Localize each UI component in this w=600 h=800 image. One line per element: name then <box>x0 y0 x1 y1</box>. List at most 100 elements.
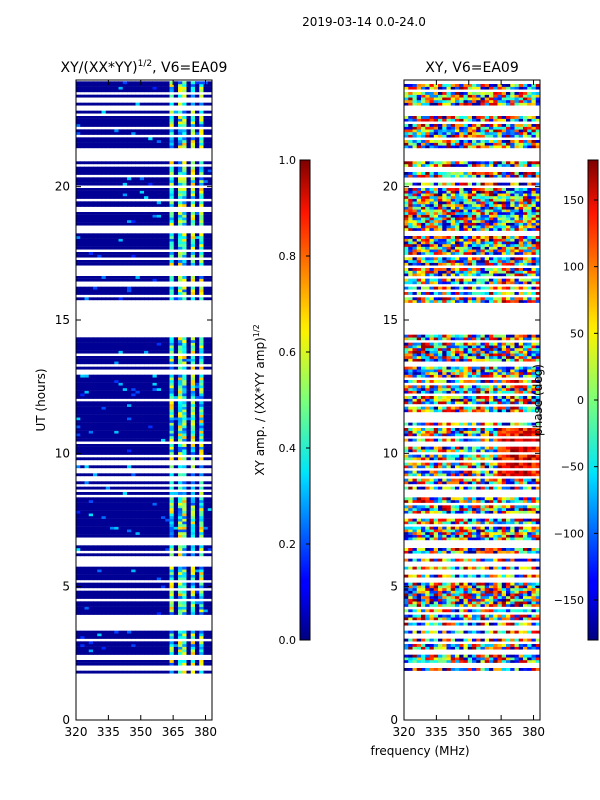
right-heatmap-cell <box>455 654 460 658</box>
left-heatmap-cell <box>190 358 196 362</box>
left-heatmap-cell <box>169 177 175 181</box>
left-heatmap-cell <box>135 630 141 634</box>
left-heatmap-cell <box>169 660 175 663</box>
left-heatmap-cell <box>135 452 141 455</box>
left-heatmap-cell <box>178 358 183 362</box>
left-heatmap-cell <box>165 534 170 538</box>
left-heatmap-cell <box>144 446 149 450</box>
left-heatmap-cell <box>182 457 187 461</box>
left-heatmap-cell <box>131 212 136 215</box>
left-heatmap-cell <box>101 276 107 279</box>
left-heatmap-cell <box>101 601 107 605</box>
left-heatmap-cell <box>101 297 107 301</box>
left-heatmap-cell <box>114 502 119 506</box>
left-heatmap-cell <box>127 406 132 410</box>
right-heatmap-cell <box>484 654 490 658</box>
left-heatmap-cell <box>131 396 136 399</box>
left-heatmap-cell <box>76 486 81 490</box>
left-heatmap-cell <box>122 430 128 434</box>
left-heatmap-cell <box>203 289 209 293</box>
left-heatmap-cell <box>93 569 98 573</box>
left-heatmap-cell <box>161 422 166 426</box>
left-heatmap-cell <box>97 492 102 495</box>
left-heatmap-cell <box>156 492 162 495</box>
left-heatmap-cell <box>88 345 94 349</box>
left-heatmap-cell <box>76 220 81 223</box>
left-heatmap-cell <box>97 204 102 207</box>
left-heatmap-cell <box>173 348 179 351</box>
left-heatmap-cell <box>190 404 196 407</box>
right-heatmap-cell <box>480 609 486 613</box>
left-heatmap-cell <box>139 422 145 426</box>
left-heatmap-cell <box>84 260 90 263</box>
left-heatmap-cell <box>93 201 98 205</box>
left-heatmap-cell <box>148 286 153 290</box>
left-heatmap-cell <box>84 241 90 245</box>
left-heatmap-cell <box>152 220 158 223</box>
left-heatmap-cell <box>207 521 212 525</box>
left-heatmap-cell <box>114 670 119 674</box>
left-heatmap-cell <box>161 289 166 293</box>
left-heatmap-cell <box>178 361 183 365</box>
left-heatmap-cell <box>110 524 115 527</box>
left-heatmap-cell <box>148 217 153 221</box>
left-heatmap-cell <box>156 180 162 183</box>
left-heatmap-cell <box>190 220 196 223</box>
left-heatmap-cell <box>199 204 204 207</box>
left-heatmap-cell <box>186 492 192 495</box>
left-heatmap-cell <box>101 238 107 242</box>
left-heatmap-cell <box>88 337 94 341</box>
right-heatmap-cell <box>527 638 532 642</box>
left-heatmap-cell <box>122 102 128 106</box>
left-heatmap-cell <box>195 340 200 343</box>
right-heatmap-cell <box>476 638 481 642</box>
left-heatmap-cell <box>156 606 162 610</box>
left-heatmap-cell <box>127 222 132 226</box>
left-heatmap-cell <box>135 348 141 351</box>
right-heatmap-cell <box>476 617 481 621</box>
left-heatmap-cell <box>76 337 81 341</box>
left-heatmap-cell <box>105 340 111 343</box>
left-heatmap-cell <box>101 214 107 218</box>
left-heatmap-cell <box>203 396 209 399</box>
left-heatmap-cell <box>131 566 136 570</box>
left-heatmap-cell <box>152 145 158 149</box>
left-heatmap-cell <box>105 236 111 239</box>
left-heatmap-cell <box>203 422 209 426</box>
left-heatmap-cell <box>84 385 90 389</box>
left-heatmap-cell <box>144 500 149 503</box>
left-heatmap-cell <box>105 348 111 351</box>
left-heatmap-cell <box>127 574 132 578</box>
left-heatmap-cell <box>148 84 153 87</box>
left-heatmap-cell <box>144 193 149 197</box>
left-heatmap-cell <box>195 465 200 469</box>
left-heatmap-cell <box>97 529 102 533</box>
left-heatmap-cell <box>207 572 212 575</box>
left-heatmap-cell <box>186 110 192 114</box>
left-heatmap-cell <box>127 233 132 237</box>
left-heatmap-cell <box>144 177 149 181</box>
left-heatmap-cell <box>148 260 153 263</box>
left-heatmap-cell <box>131 428 136 431</box>
left-heatmap-cell <box>207 337 212 341</box>
left-heatmap-cell <box>165 660 170 663</box>
right-heatmap-cell <box>514 644 520 647</box>
left-heatmap-cell <box>161 409 166 413</box>
left-heatmap-cell <box>207 166 212 170</box>
left-heatmap-cell <box>93 212 98 215</box>
left-heatmap-cell <box>122 292 128 295</box>
left-heatmap-cell <box>178 500 183 503</box>
left-heatmap-cell <box>80 396 85 399</box>
left-heatmap-cell <box>105 572 111 575</box>
right-heatmap-cell <box>518 644 524 647</box>
left-heatmap-cell <box>110 377 115 381</box>
left-heatmap-cell <box>114 188 119 191</box>
left-heatmap-cell <box>114 409 119 413</box>
left-heatmap-cell <box>203 606 209 610</box>
left-heatmap-cell <box>178 473 183 477</box>
left-heatmap-cell <box>199 190 204 194</box>
left-heatmap-cell <box>161 188 166 191</box>
left-heatmap-cell <box>101 481 107 485</box>
left-heatmap-cell <box>190 417 196 421</box>
left-heatmap-cell <box>173 220 179 223</box>
